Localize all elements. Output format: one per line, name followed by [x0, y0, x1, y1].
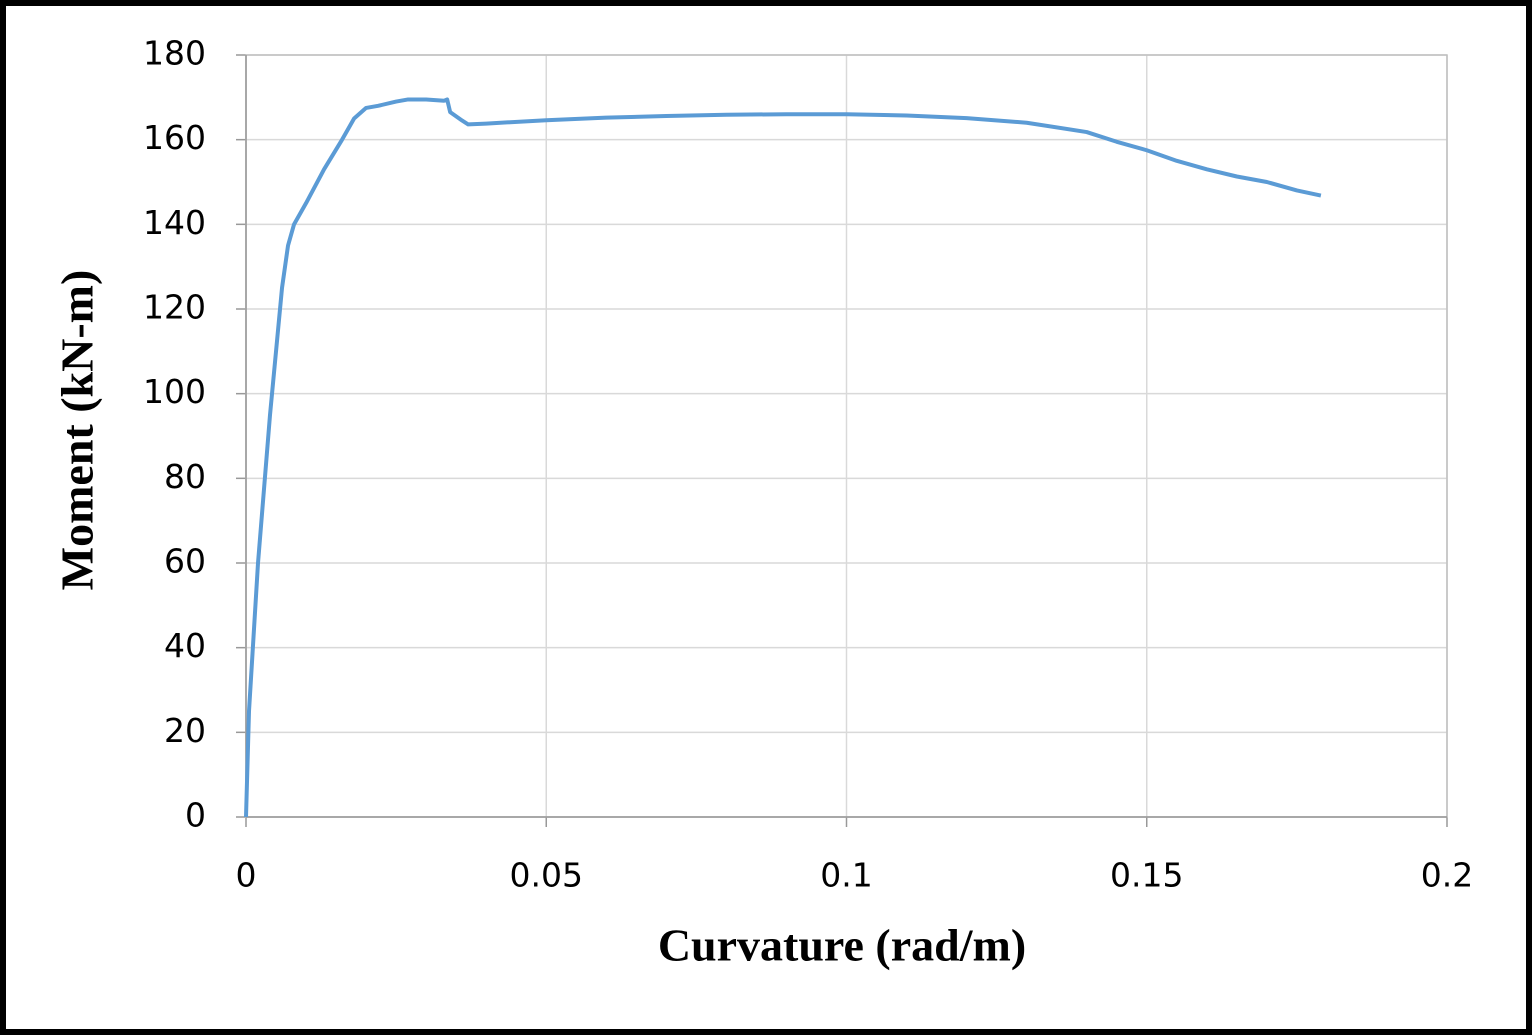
- y-tick-label: 80: [164, 457, 206, 496]
- x-tick-label: 0: [236, 856, 257, 895]
- y-tick-label: 0: [185, 796, 206, 835]
- y-tick-label: 120: [143, 288, 206, 327]
- y-tick-label: 40: [164, 626, 206, 665]
- x-tick-label: 0.15: [1110, 856, 1183, 895]
- y-tick-label: 20: [164, 711, 206, 750]
- y-axis-title: Moment (kN-m): [52, 270, 103, 591]
- x-tick-label: 0.1: [820, 856, 872, 895]
- y-tick-label: 180: [143, 34, 206, 73]
- data-line: [244, 97, 1322, 818]
- y-tick-label: 100: [143, 372, 206, 411]
- x-tick-label: 0.2: [1421, 856, 1473, 895]
- y-tick-label: 160: [143, 118, 206, 157]
- x-tick-label: 0.05: [510, 856, 583, 895]
- y-tick-label: 140: [143, 203, 206, 242]
- y-tick-label: 60: [164, 542, 206, 581]
- x-axis-title: Curvature (rad/m): [658, 920, 1026, 971]
